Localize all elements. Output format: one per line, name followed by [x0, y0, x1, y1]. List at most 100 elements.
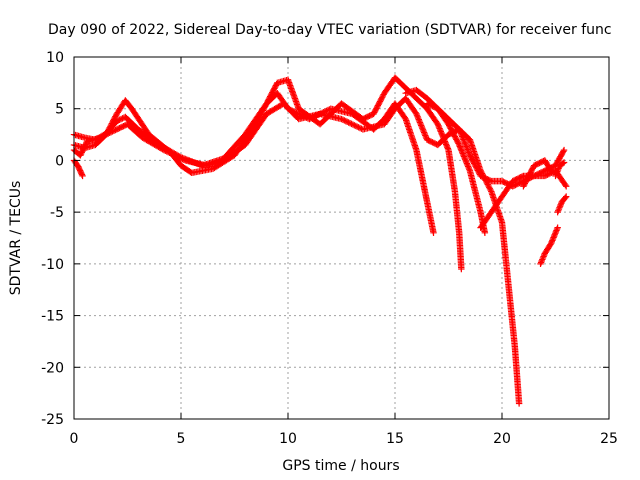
data-point — [349, 121, 357, 128]
data-point — [563, 193, 570, 200]
data-point — [556, 203, 564, 210]
data-point — [559, 160, 567, 167]
data-point — [377, 96, 384, 104]
y-tick-label: 5 — [55, 102, 64, 118]
data-point — [481, 229, 489, 237]
data-point — [259, 107, 267, 114]
data-point — [452, 134, 459, 142]
data-point — [540, 251, 548, 259]
data-point — [547, 166, 554, 173]
data-point — [346, 119, 354, 127]
data-point — [170, 151, 178, 159]
data-point — [560, 159, 568, 166]
data-point — [378, 94, 386, 101]
data-point — [355, 124, 362, 131]
data-point — [370, 110, 377, 118]
data-point — [109, 118, 116, 126]
data-point — [446, 122, 453, 129]
data-point — [376, 98, 384, 105]
data-point — [523, 176, 531, 183]
data-point — [179, 155, 186, 163]
data-point — [259, 108, 266, 116]
grid-lines — [74, 57, 609, 419]
data-point — [552, 172, 559, 180]
y-tick-label: -25 — [41, 412, 64, 428]
data-point — [109, 128, 116, 135]
data-point — [446, 123, 454, 131]
data-point — [554, 166, 562, 174]
data-point — [555, 165, 562, 172]
data-point — [169, 151, 176, 158]
data-point — [471, 161, 479, 169]
data-point — [518, 173, 526, 180]
y-tick-label: -20 — [41, 360, 64, 376]
data-point — [451, 132, 458, 139]
data-point — [467, 153, 474, 160]
data-point — [110, 116, 118, 123]
data-point — [552, 171, 560, 178]
data-point — [486, 177, 494, 184]
data-point — [351, 122, 358, 129]
data-point — [174, 153, 182, 161]
data-point — [515, 400, 523, 407]
data-point — [103, 131, 111, 138]
data-point — [264, 98, 271, 106]
data-point — [167, 150, 175, 157]
data-point — [108, 120, 116, 127]
data-point — [539, 254, 547, 262]
data-point — [445, 121, 452, 128]
data-point — [526, 170, 534, 178]
data-point — [166, 149, 173, 157]
data-point — [521, 180, 529, 187]
data-point — [562, 181, 569, 189]
x-tick-label: 25 — [600, 431, 618, 447]
data-points — [70, 74, 570, 407]
data-point — [180, 156, 188, 163]
data-point — [475, 169, 483, 177]
data-point — [162, 147, 169, 154]
data-point — [539, 256, 546, 263]
data-point — [356, 124, 364, 132]
data-point — [371, 109, 378, 116]
x-tick-labels: 0 5 10 15 20 25 — [70, 431, 618, 447]
data-point — [324, 106, 332, 114]
data-point — [537, 259, 545, 266]
data-point — [266, 93, 274, 100]
data-point — [260, 105, 267, 113]
data-point — [560, 146, 568, 154]
data-point — [107, 123, 114, 130]
axis-ticks — [73, 56, 610, 420]
data-point — [264, 97, 272, 104]
data-point — [525, 172, 533, 179]
data-point — [338, 115, 345, 123]
data-point — [117, 115, 125, 123]
data-point — [528, 166, 536, 173]
data-point — [173, 153, 180, 160]
data-point — [522, 178, 529, 186]
data-point — [345, 119, 352, 126]
data-point — [266, 94, 273, 102]
x-axis-label: GPS time / hours — [282, 458, 399, 474]
data-point — [455, 140, 462, 147]
y-tick-label: -5 — [50, 205, 64, 221]
data-point — [454, 138, 461, 146]
data-point — [487, 186, 494, 194]
data-point — [475, 168, 482, 176]
data-point — [112, 126, 119, 134]
data-point — [485, 182, 492, 190]
data-point — [468, 154, 475, 162]
y-tick-label: 10 — [46, 50, 64, 66]
y-tick-label: 0 — [55, 153, 64, 169]
data-point — [262, 101, 270, 109]
data-point — [520, 181, 528, 189]
data-point — [376, 99, 383, 107]
data-point — [110, 117, 117, 124]
data-point — [527, 169, 534, 176]
data-point — [270, 86, 277, 93]
data-point — [520, 183, 527, 190]
data-point — [562, 194, 569, 201]
data-point — [448, 126, 455, 133]
data-point — [453, 136, 460, 143]
x-tick-label: 20 — [493, 431, 511, 447]
